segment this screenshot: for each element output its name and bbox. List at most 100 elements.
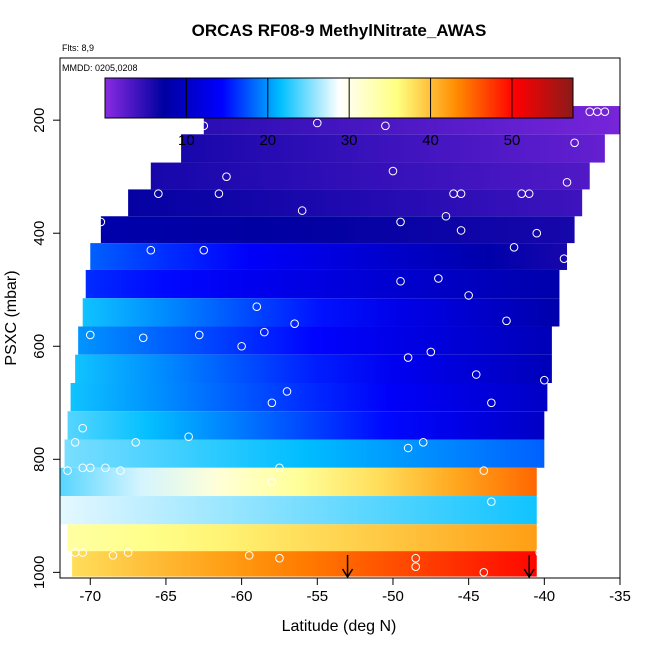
sample-point: [479, 466, 489, 475]
sample-point: [418, 438, 428, 447]
sample-point: [535, 548, 545, 557]
y-tick-label: 1000: [31, 556, 48, 589]
y-tick-label: 200: [31, 108, 48, 133]
x-tick-label: -70: [79, 588, 101, 605]
sample-point: [244, 551, 254, 560]
sample-point: [532, 228, 542, 238]
colorbar: 10 20 30 40 50: [104, 77, 574, 149]
sample-point: [403, 353, 413, 362]
colorbar-tick-label: 20: [259, 132, 276, 149]
data-band: [60, 467, 537, 497]
colorbar-tick-label: 40: [422, 132, 439, 149]
sample-point: [63, 466, 72, 475]
sample-point: [138, 333, 148, 343]
sample-point: [199, 245, 209, 255]
data-band: [64, 439, 545, 468]
sample-point: [479, 568, 489, 577]
sample-point: [487, 497, 496, 506]
x-tick-label: -40: [533, 588, 555, 605]
flights-label: Flts: 8,9: [62, 43, 94, 53]
y-axis: 200 400 600 800 1000: [31, 108, 60, 589]
sample-point: [396, 217, 405, 227]
data-band: [100, 216, 575, 244]
sample-point: [275, 553, 284, 563]
sample-point: [570, 138, 579, 148]
sample-point: [562, 178, 572, 187]
sample-point: [123, 548, 133, 557]
sample-point: [396, 276, 405, 286]
data-band: [90, 243, 568, 270]
sample-point: [146, 245, 156, 255]
data-band: [67, 411, 545, 440]
sample-point: [403, 443, 413, 453]
sample-point: [184, 432, 193, 441]
sample-point: [471, 370, 481, 379]
sample-point: [600, 107, 610, 116]
chart-title: ORCAS RF08-9 MethylNitrate_AWAS: [192, 21, 487, 40]
sample-point: [237, 341, 246, 351]
sample-point: [199, 121, 209, 131]
sample-point: [381, 121, 390, 131]
sample-point: [222, 172, 231, 181]
sample-point: [297, 206, 307, 215]
x-tick-label: -35: [609, 588, 631, 605]
sample-point: [555, 330, 564, 340]
colorbar-tick-label: 30: [341, 132, 358, 149]
sample-point: [70, 438, 80, 447]
sample-point: [96, 217, 106, 227]
data-band: [150, 162, 590, 190]
sample-point: [214, 189, 224, 198]
sample-point: [290, 319, 299, 328]
x-tick-label: -45: [458, 588, 480, 605]
data-band: [181, 134, 605, 163]
sample-point: [388, 166, 398, 176]
sample-point: [131, 438, 140, 447]
colorbar-tick-label: 50: [504, 132, 521, 149]
sample-point: [282, 387, 292, 396]
sample-point: [108, 551, 118, 560]
data-band: [128, 189, 583, 217]
sample-point: [441, 211, 451, 221]
sample-point: [456, 226, 466, 235]
data-band: [67, 524, 537, 552]
sample-point: [464, 291, 473, 300]
sample-point: [426, 347, 436, 357]
sample-point: [487, 398, 496, 408]
sample-point: [411, 553, 420, 563]
sample-point: [260, 327, 269, 337]
x-tick-label: -65: [155, 588, 177, 605]
sample-point: [154, 189, 163, 198]
dates-label: MMDD: 0205,0208: [62, 63, 138, 73]
sample-point: [434, 274, 443, 283]
sample-point: [559, 254, 569, 263]
sample-point: [101, 463, 110, 473]
sample-point: [547, 469, 557, 478]
plot-frame: [59, 57, 621, 579]
plot-area: [60, 106, 620, 583]
sample-point: [509, 243, 519, 252]
y-tick-label: 600: [31, 334, 48, 359]
sample-point: [547, 409, 557, 419]
sample-point: [267, 398, 277, 408]
sample-point: [194, 330, 204, 340]
x-axis: -70 -65 -60 -55 -50 -45 -40 -35: [79, 578, 631, 605]
x-tick-label: -50: [382, 588, 404, 605]
arrow-head: [523, 568, 535, 579]
sample-point: [502, 316, 511, 326]
sample-point: [411, 562, 420, 571]
sample-point: [275, 463, 284, 473]
data-band: [78, 326, 552, 355]
data-band: [70, 383, 548, 412]
x-tick-label: -55: [306, 588, 328, 605]
y-tick-label: 800: [31, 447, 48, 472]
x-tick-label: -60: [231, 588, 253, 605]
sample-point: [85, 330, 95, 340]
colorbar-gradient: [104, 77, 574, 119]
sample-point: [78, 423, 88, 433]
data-band: [60, 496, 537, 525]
y-tick-label: 400: [31, 221, 48, 246]
sample-point: [312, 118, 322, 128]
sample-point: [116, 466, 125, 475]
data-band: [85, 269, 560, 299]
